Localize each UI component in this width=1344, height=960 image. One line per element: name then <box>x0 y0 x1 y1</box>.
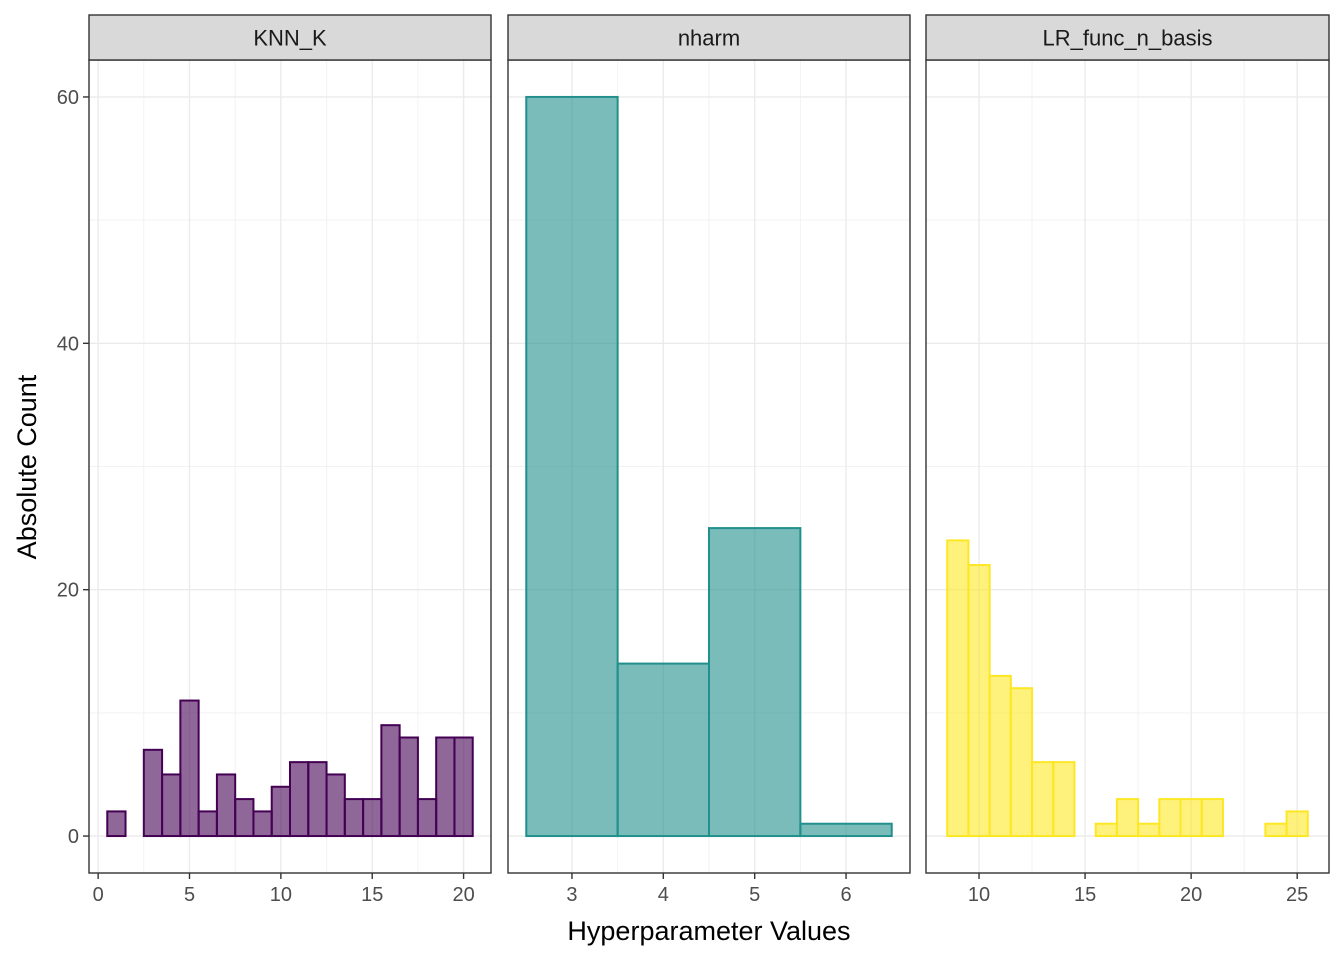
histogram-bar <box>1031 761 1055 838</box>
panel-knn-k: KNN_K 0 5 10 15 20 <box>88 14 492 906</box>
histogram-bar <box>1158 798 1182 838</box>
histogram-bar <box>289 761 310 838</box>
histogram-bar <box>799 822 893 838</box>
x-tick-label: 3 <box>566 884 577 906</box>
histogram-bar <box>325 773 346 838</box>
y-tick-label: 0 <box>68 826 79 848</box>
histogram-bar <box>362 798 383 838</box>
histogram-bar <box>252 810 273 838</box>
x-tick-label: 5 <box>749 884 760 906</box>
histogram-bar <box>1137 822 1161 838</box>
x-tick-label: 10 <box>270 884 292 906</box>
facet-strip-label: KNN_K <box>253 26 327 51</box>
histogram-bar <box>525 95 619 838</box>
x-axis-title: Hyperparameter Values <box>567 916 850 946</box>
histogram-bar <box>708 527 802 838</box>
panels-layer: KNN_K 0 5 10 15 20 nharm 3 4 5 6 LR_func_n_basis 10 1… <box>57 14 1330 906</box>
histogram-bar <box>234 798 255 838</box>
panel-lr-func-n-basis: LR_func_n_basis 10 15 20 25 <box>925 14 1330 906</box>
histogram-bar <box>1264 822 1288 838</box>
histogram-bar <box>946 539 970 838</box>
x-tick-label: 4 <box>658 884 669 906</box>
x-tick-label: 6 <box>840 884 851 906</box>
x-tick-label: 15 <box>361 884 383 906</box>
facet-strip <box>925 14 1330 61</box>
histogram-bar <box>1094 822 1118 838</box>
x-tick-label: 20 <box>452 884 474 906</box>
histogram-bar <box>1052 761 1076 838</box>
histogram-bar <box>1009 687 1034 838</box>
histogram-bar <box>215 773 237 838</box>
histogram-bar <box>1285 810 1309 838</box>
x-tick-label: 20 <box>1180 884 1202 906</box>
facet-strip <box>507 14 911 61</box>
histogram-bar <box>1115 798 1140 838</box>
histogram-bar <box>142 748 164 838</box>
x-tick-label: 10 <box>968 884 990 906</box>
facet-strip-label: LR_func_n_basis <box>1042 26 1212 51</box>
x-tick-label: 25 <box>1286 884 1308 906</box>
facet-strip-label: nharm <box>678 26 740 51</box>
histogram-bar <box>988 674 1012 838</box>
histogram-bar <box>616 662 710 838</box>
histogram-bar <box>967 564 991 838</box>
x-tick-label: 15 <box>1074 884 1096 906</box>
y-tick-label: 60 <box>57 87 79 109</box>
histogram-bar <box>197 810 218 838</box>
y-tick-label: 40 <box>57 333 79 355</box>
histogram-bar <box>161 773 182 838</box>
histogram-bar <box>179 699 200 838</box>
x-tick-label: 5 <box>184 884 195 906</box>
histogram-bar <box>1179 798 1203 838</box>
histogram-bar <box>1200 798 1224 838</box>
panel-nharm: nharm 3 4 5 6 <box>507 14 911 906</box>
histogram-bar <box>106 810 127 838</box>
histogram-bar <box>453 736 474 838</box>
y-axis-title: Absolute Count <box>12 374 42 559</box>
y-tick-label: 20 <box>57 580 79 602</box>
facet-strip <box>88 14 492 61</box>
histogram-bar <box>270 785 291 838</box>
histogram-bar <box>307 761 328 838</box>
histogram-bar <box>380 724 401 838</box>
x-tick-label: 0 <box>93 884 104 906</box>
histogram-bar <box>435 736 456 838</box>
histogram-bar <box>398 736 419 838</box>
histogram-bar <box>343 798 365 838</box>
histogram-bar <box>416 798 438 838</box>
